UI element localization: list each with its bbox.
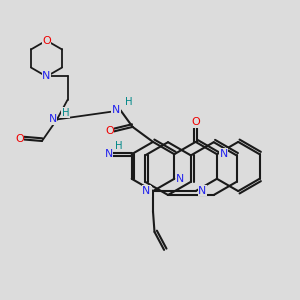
Text: H: H	[124, 97, 132, 107]
Text: O: O	[105, 126, 114, 136]
Text: N: N	[143, 186, 151, 196]
Text: H: H	[115, 141, 122, 151]
Text: O: O	[42, 35, 51, 46]
Text: N: N	[198, 185, 206, 196]
Text: N: N	[142, 185, 151, 196]
Text: N: N	[176, 174, 184, 184]
Text: N: N	[48, 114, 57, 124]
Text: N: N	[112, 105, 120, 115]
Text: N: N	[219, 148, 228, 159]
Text: O: O	[15, 134, 24, 145]
Text: N: N	[104, 149, 113, 159]
Text: N: N	[42, 71, 51, 82]
Text: H: H	[62, 108, 69, 118]
Text: O: O	[191, 117, 200, 128]
